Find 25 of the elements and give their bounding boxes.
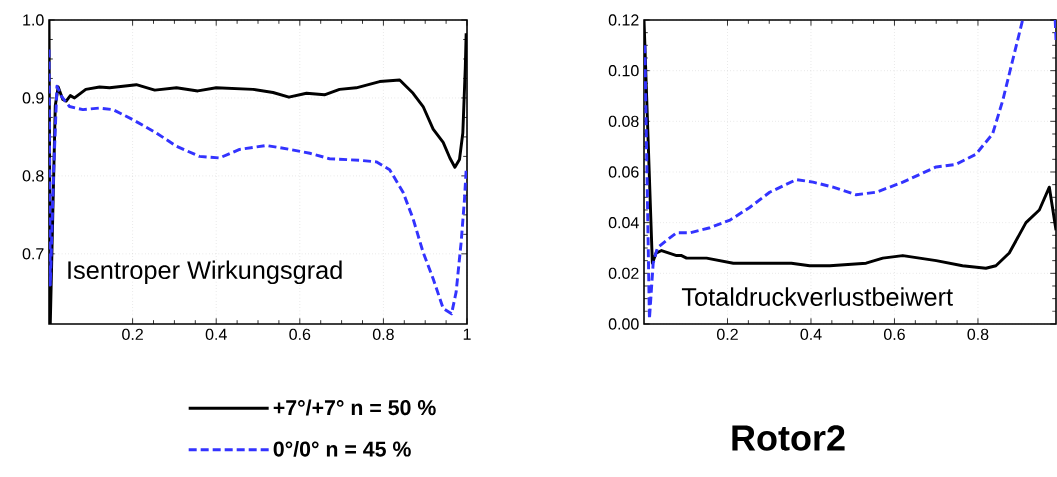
x-tick-label: 0.2 — [717, 328, 738, 341]
annotation: Totaldruckverlustbeiwert — [681, 287, 953, 306]
y-tick-label: 1.0 — [23, 14, 44, 26]
y-tick-label: 0.9 — [22, 92, 44, 104]
x-tick-label: 0.4 — [800, 328, 822, 341]
x-tick-label: 0.8 — [967, 328, 989, 341]
x-tick-label: 1 — [463, 328, 471, 340]
annotation: Isentroper Wirkungsgrad — [68, 260, 342, 285]
y-tick-label: 0.02 — [608, 267, 639, 279]
text: Rotor2 — [732, 425, 845, 451]
x-tick-label: 0.2 — [122, 328, 143, 341]
legend-label: +7°/+7° n = 50 % — [273, 399, 436, 416]
y-tick-label: 0.7 — [22, 248, 44, 260]
x-tick-label: 0.6 — [883, 328, 905, 341]
y-tick-label: 0.00 — [608, 318, 639, 330]
y-tick-label: 0.8 — [22, 170, 44, 182]
y-tick-label: 0.06 — [608, 166, 639, 178]
y-tick-label: 0.10 — [608, 65, 639, 77]
y-tick-label: 0.08 — [608, 115, 639, 127]
legend-label: 0°/0° n = 45 % — [273, 440, 411, 457]
y-tick-label: 0.12 — [608, 14, 639, 26]
x-tick-label: 0.8 — [372, 328, 394, 341]
y-tick-label: 0.04 — [608, 217, 639, 229]
x-tick-label: 0.6 — [289, 328, 311, 341]
x-tick-label: 0.4 — [205, 328, 227, 341]
